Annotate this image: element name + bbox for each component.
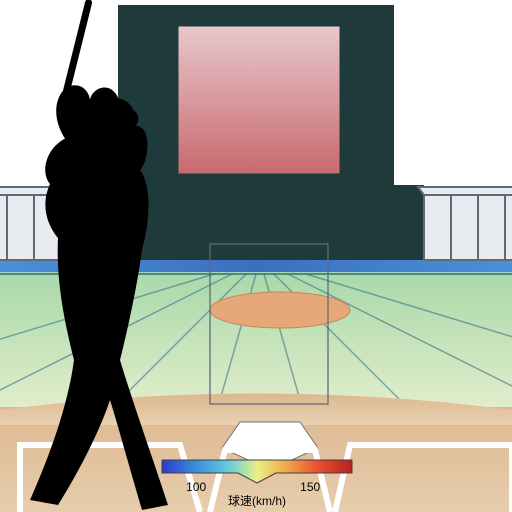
- scoreboard-heat-panel: [178, 26, 340, 174]
- bleachers-right: [418, 187, 512, 260]
- chart-svg: 100 150 球速(km/h): [0, 0, 512, 512]
- colorbar-tick-label: 100: [186, 480, 206, 494]
- pitchers-mound: [210, 292, 350, 328]
- pitch-chart-stage: 100 150 球速(km/h): [0, 0, 512, 512]
- colorbar-tick-label: 150: [300, 480, 320, 494]
- colorbar-axis-label: 球速(km/h): [228, 494, 286, 508]
